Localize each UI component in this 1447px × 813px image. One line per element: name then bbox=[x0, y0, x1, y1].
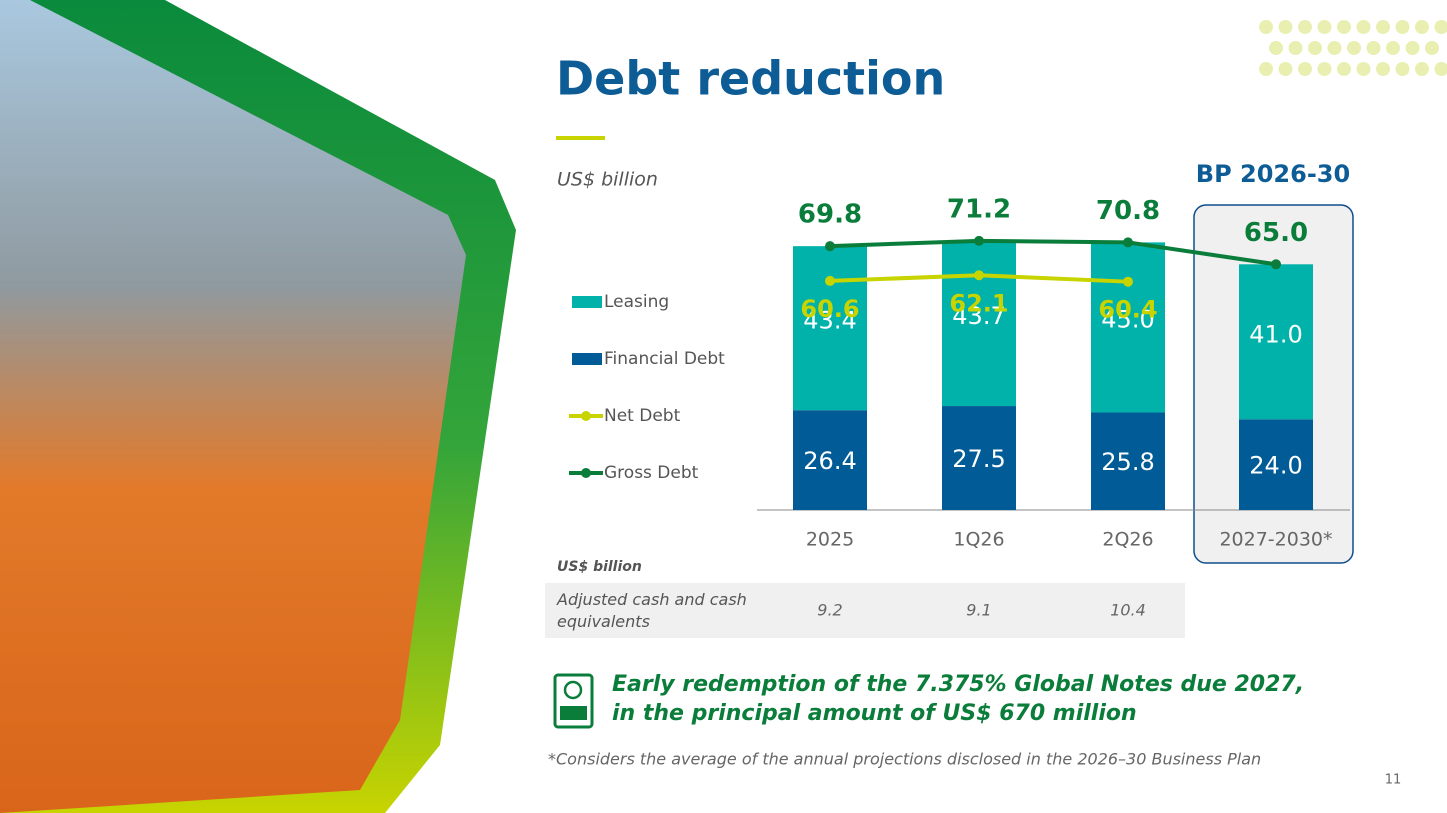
dot bbox=[1347, 41, 1361, 55]
table-cell: 9.1 bbox=[966, 601, 991, 620]
dot bbox=[1356, 62, 1371, 76]
line-point bbox=[825, 241, 835, 252]
table-row-label: Adjusted cash and cash equivalents bbox=[557, 590, 747, 631]
dot bbox=[1434, 20, 1447, 34]
table-unit: US$ billion bbox=[557, 559, 642, 575]
x-tick-label: 1Q26 bbox=[953, 529, 1004, 551]
dot bbox=[1386, 41, 1400, 55]
bar-value-label: 26.4 bbox=[803, 447, 856, 475]
dot bbox=[1327, 41, 1342, 55]
bar-value-label: 45.0 bbox=[1101, 306, 1154, 334]
page-number: 11 bbox=[1385, 773, 1402, 788]
bar bbox=[793, 410, 867, 510]
photo bbox=[0, 0, 466, 813]
legend-label: Leasing bbox=[604, 292, 669, 312]
callout-text: Early redemption of the 7.375% Global No… bbox=[612, 672, 1305, 726]
bar bbox=[1091, 242, 1165, 413]
dot bbox=[1376, 20, 1390, 34]
dot bbox=[1366, 41, 1381, 55]
x-tick-label: 2025 bbox=[806, 529, 854, 551]
legend-swatch bbox=[572, 353, 602, 365]
x-tick-label: 2027-2030* bbox=[1219, 529, 1332, 551]
dot bbox=[1395, 20, 1410, 34]
table-row-bg bbox=[545, 583, 1185, 638]
bar bbox=[1239, 264, 1313, 420]
callout-icon-coin bbox=[563, 680, 583, 700]
x-tick-label: 2Q26 bbox=[1102, 529, 1153, 551]
dot bbox=[1395, 62, 1410, 76]
dot bbox=[1278, 20, 1293, 34]
line-value-label: 60.6 bbox=[800, 295, 859, 323]
legend-label: Net Debt bbox=[604, 406, 681, 426]
dot bbox=[1298, 20, 1312, 34]
legend-swatch-dot bbox=[581, 468, 591, 478]
line-value-label: 70.8 bbox=[1096, 196, 1160, 226]
dot bbox=[1317, 62, 1332, 76]
dot bbox=[1337, 62, 1351, 76]
dot bbox=[1356, 20, 1371, 34]
bar-value-label: 24.0 bbox=[1249, 452, 1302, 480]
bar-value-label: 43.7 bbox=[952, 302, 1005, 330]
dot bbox=[1288, 41, 1303, 55]
bar bbox=[942, 406, 1016, 510]
line-value-label: 69.8 bbox=[798, 200, 862, 230]
decoration-dots bbox=[1259, 20, 1447, 76]
legend-swatch-dot bbox=[581, 411, 591, 421]
line bbox=[829, 238, 1277, 267]
dot bbox=[1415, 20, 1429, 34]
highlight-label: BP 2026-30 bbox=[1196, 160, 1350, 188]
dot bbox=[1434, 62, 1447, 76]
legend-swatch bbox=[572, 296, 602, 308]
bar bbox=[1091, 412, 1165, 510]
dot bbox=[1269, 41, 1283, 55]
dot bbox=[1259, 20, 1273, 34]
callout-icon-bars bbox=[560, 706, 587, 720]
bar-value-label: 41.0 bbox=[1249, 321, 1302, 349]
bar-value-label: 43.4 bbox=[803, 307, 856, 335]
unit-label: US$ billion bbox=[557, 169, 658, 191]
footnote: *Considers the average of the annual pro… bbox=[548, 750, 1261, 769]
dot bbox=[1337, 20, 1351, 34]
dot bbox=[1259, 62, 1273, 76]
legend-label: Financial Debt bbox=[604, 349, 725, 369]
line-point bbox=[1271, 259, 1281, 270]
line-point bbox=[974, 270, 984, 281]
table-cell: 10.4 bbox=[1110, 601, 1146, 620]
line-point bbox=[1123, 237, 1133, 248]
dot bbox=[1298, 62, 1312, 76]
bar bbox=[942, 240, 1016, 407]
legend-label: Gross Debt bbox=[604, 463, 699, 483]
dot bbox=[1415, 62, 1429, 76]
line-value-label: 60.4 bbox=[1098, 296, 1157, 324]
bar-value-label: 25.8 bbox=[1101, 448, 1154, 476]
bar-value-label: 27.5 bbox=[952, 445, 1005, 473]
line-point bbox=[825, 275, 835, 286]
callout-icon bbox=[553, 673, 594, 729]
dot bbox=[1376, 62, 1390, 76]
dot bbox=[1308, 41, 1322, 55]
dot bbox=[1317, 20, 1332, 34]
line-value-label: 62.1 bbox=[949, 289, 1008, 317]
dot bbox=[1425, 41, 1439, 55]
dot bbox=[1405, 41, 1420, 55]
bar bbox=[1239, 419, 1313, 510]
line-value-label: 65.0 bbox=[1244, 218, 1308, 248]
chart-title: Debt reduction bbox=[556, 52, 945, 106]
line-point bbox=[974, 235, 984, 246]
table-cell: 9.2 bbox=[817, 601, 842, 620]
bar bbox=[793, 246, 867, 411]
title-underline bbox=[556, 136, 605, 140]
line-point bbox=[1123, 276, 1133, 287]
dot bbox=[1278, 62, 1293, 76]
line-value-label: 71.2 bbox=[947, 194, 1011, 224]
